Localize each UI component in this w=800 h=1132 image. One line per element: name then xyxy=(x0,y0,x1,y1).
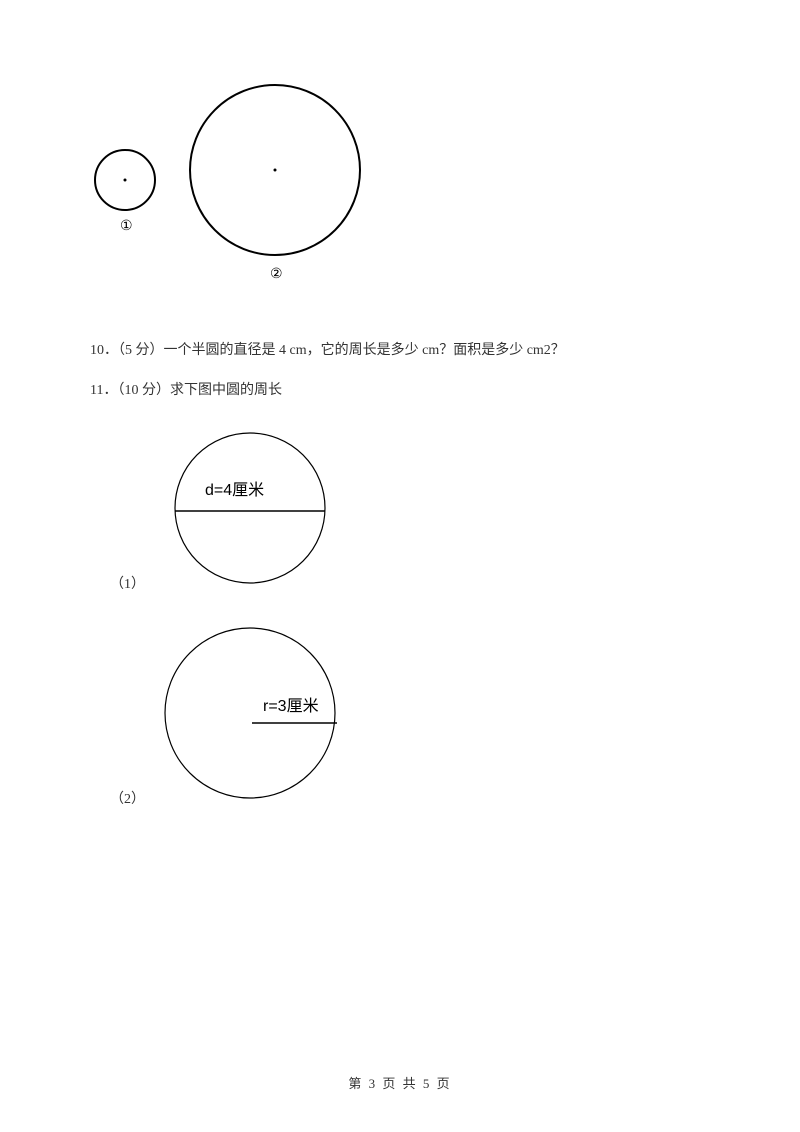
sub2-radius-label: r=3厘米 xyxy=(263,697,319,715)
page-number-text: 第 3 页 共 5 页 xyxy=(348,1076,451,1091)
q11-number: 11． xyxy=(90,383,117,398)
small-circle-center-dot xyxy=(124,179,127,182)
question-11: 11．（10 分）求下图中圆的周长 xyxy=(90,380,710,402)
small-circle-label: ① xyxy=(120,219,133,234)
sub2-svg: r=3厘米 xyxy=(155,623,355,808)
q10-text: 一个半圆的直径是 4 cm，它的周长是多少 cm？面积是多少 cm2？ xyxy=(164,343,565,358)
q11-text: 求下图中圆的周长 xyxy=(170,383,282,398)
figure-two-circles: ① ② xyxy=(90,60,390,300)
sub1-label: （1） xyxy=(110,573,145,593)
q10-points: （5 分） xyxy=(118,343,164,358)
q10-number: 10． xyxy=(90,343,118,358)
large-circle-center-dot xyxy=(274,169,277,172)
large-circle-label: ② xyxy=(270,267,283,282)
sub2-label: （2） xyxy=(110,788,145,808)
two-circles-svg: ① ② xyxy=(90,60,390,290)
sub1-svg: d=4厘米 xyxy=(155,423,355,593)
sub1-diameter-label: d=4厘米 xyxy=(205,481,264,499)
figure-q11-sub1: （1） d=4厘米 xyxy=(110,423,710,593)
sub1-circle xyxy=(175,433,325,583)
question-10: 10．（5 分）一个半圆的直径是 4 cm，它的周长是多少 cm？面积是多少 c… xyxy=(90,340,710,362)
q11-points: （10 分） xyxy=(117,383,170,398)
figure-q11-sub2: （2） r=3厘米 xyxy=(110,623,710,808)
page-footer: 第 3 页 共 5 页 xyxy=(0,1073,800,1092)
